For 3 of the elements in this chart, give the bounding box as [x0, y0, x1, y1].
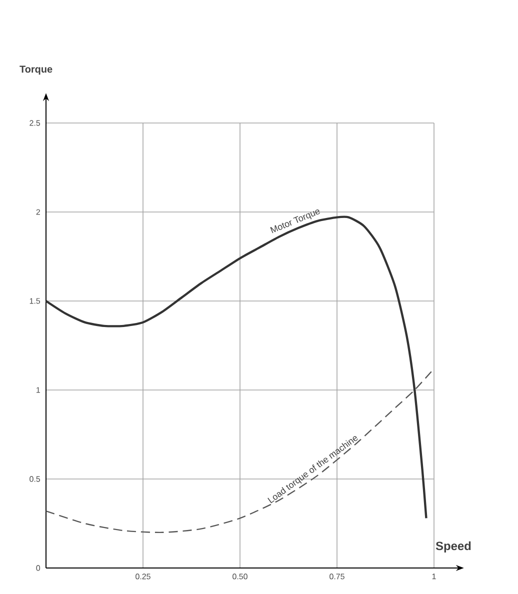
text: Motor Torque	[270, 210, 320, 234]
y-axis-title: Torque	[20, 66, 52, 75]
x-axis-title: Speed	[436, 541, 471, 553]
